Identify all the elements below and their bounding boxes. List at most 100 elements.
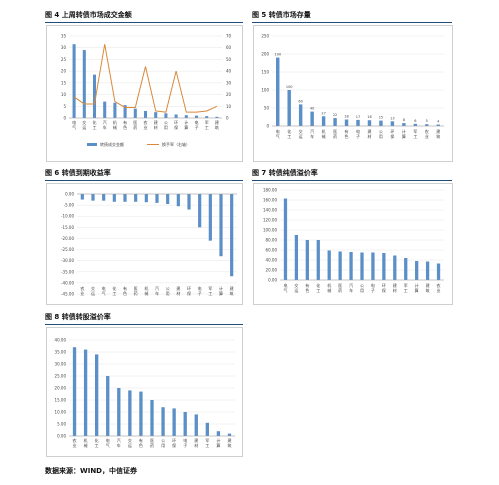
fig4-bar	[215, 116, 219, 118]
fig5-svg: 0 50 100 150 200 250 190 电气 100 化工 60 交运 40 汽车 27 机械 22 医…	[261, 34, 444, 139]
fig5-bar	[276, 57, 280, 126]
fig8-bar	[95, 354, 99, 436]
fig7-rule	[252, 180, 452, 181]
fig7-ytick: 160.00	[263, 198, 277, 203]
fig5-bar	[436, 124, 440, 126]
fig4-category-label: 环保	[174, 120, 178, 130]
fig7-bar	[436, 263, 441, 280]
fig4-svg: 0 5 10 15 20 25 30 35 电气交运化工汽车机械有色医药农业建材公用环保计算电子…	[61, 34, 232, 148]
fig5-ytick: 0	[266, 124, 269, 129]
fig7-bar	[415, 261, 419, 280]
fig5-category-label: 公用	[379, 129, 383, 139]
fig5-ytick: 200	[261, 52, 269, 57]
fig8-category-label: 化工	[95, 437, 99, 448]
fig4-category-label: 计算	[184, 119, 188, 130]
fig8-svg: 0.00 5.00 10.00 15.00 20.00 25.00 30.00 35.00 40…	[55, 338, 235, 448]
fig8-ytick: 20.00	[55, 386, 67, 391]
fig5-bar	[298, 104, 303, 126]
fig4-rule	[45, 22, 243, 23]
fig8-bar	[72, 347, 77, 436]
fig6-chart: 0.00 -5.00 -10.00 -15.00 -20.00 -25.00 -30.00 -…	[46, 183, 243, 305]
fig8-category-label: 电子	[183, 437, 187, 448]
fig6-bar	[187, 194, 191, 210]
fig5-category-label: 计算	[402, 128, 406, 139]
fig8-ytick: 15.00	[55, 398, 67, 403]
fig4-bar	[72, 44, 76, 119]
fig5-category-label: 化工	[287, 128, 291, 139]
fig8-bar	[227, 433, 232, 436]
fig4-category-label: 有色	[123, 119, 127, 130]
fig5-category-label: 交运	[299, 128, 303, 139]
fig6-ytick: -20.00	[61, 236, 74, 241]
fig7-category-label: 建筑	[426, 282, 430, 293]
fig6-ytick: -35.00	[61, 269, 74, 274]
fig4-ytick: 15	[61, 80, 67, 85]
fig6-svg: 0.00 -5.00 -10.00 -15.00 -20.00 -25.00 -30.00 -…	[61, 192, 237, 297]
fig4-legend-line: 换手率（右轴）	[162, 141, 190, 147]
fig8-category-label: 军工	[205, 438, 209, 448]
fig4-y2tick: 40	[226, 69, 232, 74]
fig5-ytick: 100	[261, 88, 269, 93]
fig4-ytick: 0	[63, 116, 66, 121]
fig5-ytick: 50	[264, 106, 270, 111]
fig7-ytick: 0.00	[268, 278, 277, 283]
fig6-category-label: 电气	[102, 285, 106, 296]
fig6-category-label: 农业	[80, 285, 84, 296]
fig4-bar	[154, 112, 158, 118]
fig7-category-label: 电气	[283, 282, 287, 293]
fig5-bar	[344, 119, 349, 126]
fig6-ytick: -10.00	[61, 214, 74, 219]
fig7-category-label: 医药	[338, 283, 342, 293]
fig5-category-label: 建筑	[436, 128, 440, 139]
fig6-bar	[91, 194, 95, 201]
fig4-category-label: 军工	[205, 120, 209, 130]
fig6-bar	[80, 194, 84, 200]
fig8-bar	[83, 349, 88, 436]
fig7-bar	[305, 240, 309, 280]
fig4-bar	[133, 108, 137, 118]
fig6-ytick: -25.00	[61, 247, 74, 252]
fig8-chart: 0.00 5.00 10.00 15.00 20.00 25.00 30.00 35.00 40…	[46, 327, 243, 457]
fig6-category-label: 计算	[219, 285, 223, 296]
fig4-y2tick: 70	[226, 34, 232, 39]
fig8-category-label: 电气	[106, 437, 110, 448]
fig7-ytick: 20.00	[266, 268, 278, 273]
fig7-bar	[371, 252, 375, 280]
fig4-title: 图 4 上周转债市场成交金额	[45, 11, 132, 19]
fig5-bar	[367, 120, 372, 126]
fig4-category-label: 建筑	[215, 119, 219, 130]
fig8-ytick: 10.00	[55, 410, 67, 415]
fig7-bar	[425, 261, 430, 280]
fig6-ytick: -15.00	[61, 225, 74, 230]
fig7-chart: 0.00 20.00 40.00 60.00 80.00 100.00 120.00 140.…	[253, 183, 453, 305]
fig7-ytick: 180.00	[263, 188, 277, 193]
fig5-bar	[402, 123, 406, 126]
fig4-bar	[143, 110, 148, 118]
fig7-bar	[360, 252, 364, 280]
fig6-category-label: 电子	[198, 285, 202, 296]
fig8-category-label: 农业	[73, 437, 77, 448]
fig8-bar	[161, 407, 165, 436]
fig7-category-label: 有色	[305, 282, 309, 293]
fig5-category-label: 汽车	[310, 128, 314, 139]
fig4-bar	[92, 74, 97, 118]
fig6-ytick: -30.00	[61, 258, 74, 263]
fig7-bar	[327, 250, 331, 280]
fig4-category-label: 汽车	[103, 119, 107, 130]
fig5-category-label: 医药	[333, 129, 337, 139]
fig6-category-label: 化工	[112, 285, 116, 296]
fig6-bar	[155, 194, 159, 203]
fig7-ytick: 80.00	[266, 238, 278, 243]
fig6-category-label: 环保	[187, 286, 191, 296]
fig5-data-label: 5	[426, 119, 428, 123]
fig5-data-label: 40	[310, 107, 314, 111]
fig5-data-label: 8	[403, 118, 405, 122]
fig8-bar	[194, 414, 198, 436]
fig5-data-label: 100	[286, 85, 293, 89]
fig6-title: 图 6 转债到期收益率	[45, 169, 111, 177]
fig8-category-label: 建材	[194, 437, 198, 448]
fig6-bar	[166, 194, 170, 204]
fig4-category-label: 电气	[72, 119, 76, 130]
fig6-category-label: 医药	[134, 286, 138, 296]
fig6-ytick: -45.00	[61, 292, 74, 297]
